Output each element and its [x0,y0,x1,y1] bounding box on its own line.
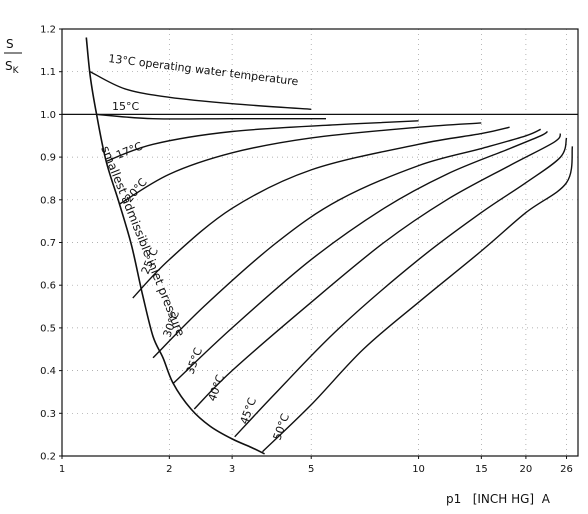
y-tick-label: 1.0 [40,110,56,121]
series-line-7 [193,133,562,410]
x-tick-label: 1 [59,464,65,475]
series-label-6: 35°C [184,346,206,376]
y-tick-label: 1.1 [40,67,56,78]
y-tick-label: 0.2 [40,452,56,463]
series-line-4 [132,126,510,299]
y-tick-label: 0.6 [40,281,56,292]
y-axis-label-bottom: SK [5,59,20,76]
x-tick-label: 3 [229,464,235,475]
series-line-6 [172,130,548,384]
x-axis-label: p1 [INCH HG] A [446,492,551,506]
series-label-0: 13°C operating water temperature [108,52,300,88]
y-axis-label-subscript: K [13,66,20,76]
y-tick-label: 1.2 [40,25,56,36]
boundary-curve [85,37,265,455]
x-tick-label: 15 [475,464,488,475]
series-line-1 [96,113,326,120]
y-tick-label: 0.7 [40,238,56,249]
series-line-3 [119,122,482,205]
y-axis-label-top: S [6,37,14,51]
series-line-8 [234,137,568,438]
y-tick-label: 0.3 [40,409,56,420]
x-tick-label: 10 [412,464,425,475]
x-tick-label: 26 [560,464,573,475]
curves [85,37,574,455]
y-axis-label-sub: S [5,59,13,73]
series-line-5 [152,128,541,359]
series-line-2 [105,120,419,163]
y-tick-label: 0.9 [40,153,56,164]
y-tick-label: 0.8 [40,195,56,206]
y-tick-label: 0.4 [40,366,56,377]
series-label-2: 17°C [114,139,144,161]
x-tick-label: 20 [520,464,533,475]
series-line-0 [89,71,312,110]
series-line-9 [262,146,574,453]
series-label-8: 45°C [238,396,260,426]
x-tick-label: 2 [166,464,172,475]
x-tick-label: 5 [308,464,314,475]
series-label-7: 40°C [206,373,228,403]
boundary-curve-label: smallest admissible inlet pressure [98,144,187,338]
series-label-1: 15°C [112,100,139,113]
curve-labels: 13°C operating water temperature 15°C 17°C… [98,52,299,442]
y-tick-label: 0.5 [40,323,56,334]
tick-labels: 0.2 0.3 0.4 0.5 0.6 0.7 0.8 0.9 1.0 1.1 1.2 1 2 3 5 10 1… [40,25,573,476]
